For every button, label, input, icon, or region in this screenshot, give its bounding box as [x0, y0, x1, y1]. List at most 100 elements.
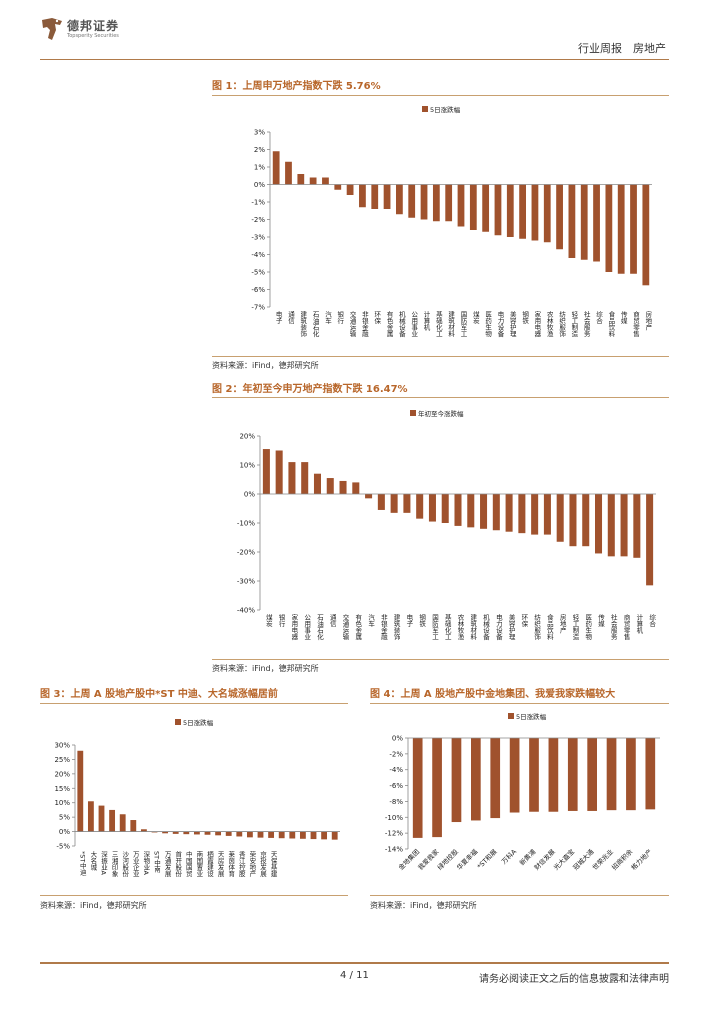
bar [309, 177, 317, 185]
y-tick-label: -4% [251, 251, 265, 259]
x-tick-label: 汽车 [367, 613, 375, 629]
x-tick-label: 纺织服饰 [533, 613, 541, 642]
x-tick-label: 基础化工 [434, 310, 442, 338]
x-tick-label: 有色金属 [354, 613, 362, 642]
bar [236, 831, 243, 837]
bar [257, 831, 264, 838]
bar [313, 473, 321, 494]
y-tick-label: 10% [239, 462, 255, 470]
bar [607, 494, 615, 557]
bar [580, 184, 588, 260]
bar [310, 831, 317, 840]
bar [543, 494, 551, 535]
bar [441, 494, 449, 523]
y-tick-label: 2% [254, 146, 265, 154]
x-tick-label: 深振业A [100, 850, 108, 876]
bar [587, 738, 597, 811]
legend-swatch [422, 106, 428, 112]
x-tick-label: 京投发展 [259, 850, 267, 879]
bar [278, 831, 285, 839]
bar [412, 738, 423, 838]
legend-label: 年初至今涨跌幅 [418, 409, 464, 418]
x-tick-label: 房地产 [558, 613, 566, 635]
bar [225, 831, 232, 836]
y-tick-label: -40% [237, 607, 255, 615]
y-tick-label: -5% [251, 269, 265, 277]
bar [119, 814, 126, 832]
bar [383, 184, 391, 209]
bar [204, 831, 211, 835]
x-tick-label: 格力地产 [629, 847, 654, 872]
bar [645, 738, 656, 810]
bar [471, 738, 481, 821]
x-tick-label: 农林牧渔 [545, 310, 553, 339]
y-tick-label: -5% [56, 843, 70, 851]
bar [326, 478, 334, 494]
bar [428, 494, 436, 522]
x-tick-label: 天保基建 [269, 851, 277, 879]
bar [556, 184, 563, 250]
header-divider [40, 59, 669, 60]
x-tick-label: 轻工制造 [571, 613, 579, 642]
figure-4-bottom-rule [370, 895, 669, 896]
y-tick-label: 20% [239, 433, 255, 441]
x-tick-label: 石油石化 [311, 311, 319, 339]
x-tick-label: 医药生物 [484, 311, 492, 339]
bar [77, 750, 84, 832]
company-logo [42, 18, 62, 40]
bar [529, 738, 539, 812]
figure-3-bottom-rule [40, 895, 348, 896]
y-tick-label: -8% [389, 798, 403, 806]
x-tick-label: 计算机 [422, 310, 430, 332]
bar [359, 184, 366, 208]
bar [432, 184, 440, 222]
bar [642, 184, 650, 286]
x-tick-label: 传媒 [619, 310, 627, 326]
figure-3-title: 图 3：上周 A 股地产股中*ST 中迪、大名城涨幅居前 [40, 689, 278, 700]
legend-swatch [410, 410, 416, 416]
footer-disclaimer: 请务必阅读正文之后的信息披露和法律声明 [479, 974, 669, 985]
bar [172, 831, 179, 834]
x-tick-label: 银行 [277, 613, 285, 629]
brand-name-en: Topsperity Securities [67, 33, 119, 39]
x-tick-label: 钢铁 [418, 614, 426, 629]
bar [331, 831, 338, 840]
bar [567, 738, 578, 811]
bar [633, 494, 641, 558]
x-tick-label: 栖霞建设 [206, 850, 214, 879]
y-tick-label: 20% [54, 770, 70, 778]
x-tick-label: 建筑材料 [469, 613, 477, 642]
x-tick-label: 煤炭 [264, 613, 272, 629]
y-tick-label: -30% [237, 578, 255, 586]
bar [365, 494, 373, 499]
x-tick-label: 交通运输 [348, 310, 356, 339]
bar [371, 184, 379, 209]
x-tick-label: 国防军工 [430, 614, 438, 641]
bar [403, 494, 411, 513]
x-tick-label: 公用事业 [303, 614, 311, 640]
x-tick-label: 非银金融 [360, 310, 368, 339]
bar [506, 184, 514, 237]
bar [346, 184, 354, 195]
y-tick-label: 0% [59, 828, 70, 836]
x-tick-label: 食品饮料 [545, 613, 553, 642]
y-tick-label: -6% [389, 782, 403, 790]
bar [605, 184, 613, 272]
x-tick-label: 食品饮料 [607, 310, 615, 339]
x-tick-label: 深物业A [142, 850, 150, 876]
x-tick-label: 万通发展 [163, 851, 171, 879]
bar [490, 738, 501, 819]
bar [630, 184, 637, 274]
y-tick-label: 15% [54, 785, 70, 793]
x-tick-label: 机械设备 [482, 613, 490, 642]
x-tick-label: 大名城 [89, 850, 97, 872]
bar [582, 494, 590, 547]
bar [130, 820, 137, 832]
figure-1-rule [212, 95, 669, 96]
y-tick-label: 0% [244, 491, 255, 499]
x-tick-label: 交通运输 [341, 613, 349, 642]
bar [626, 738, 636, 811]
bar [432, 738, 442, 838]
x-tick-label: 石油石化 [315, 614, 323, 642]
y-tick-label: -2% [251, 216, 265, 224]
